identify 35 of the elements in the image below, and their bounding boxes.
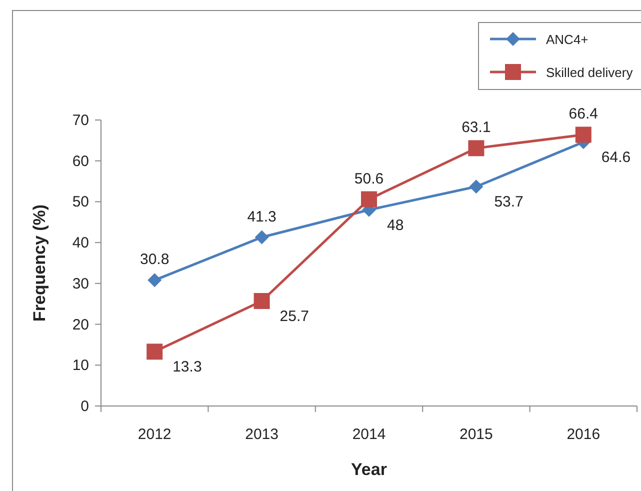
y-tick-label: 40 bbox=[72, 234, 89, 252]
point bbox=[469, 180, 484, 194]
point bbox=[148, 273, 162, 288]
x-tick-label: 2014 bbox=[352, 426, 386, 443]
point bbox=[468, 140, 484, 156]
y-tick-label: 70 bbox=[72, 112, 89, 129]
point bbox=[254, 230, 269, 244]
y-tick-label: 50 bbox=[72, 194, 89, 211]
x-axis-title: Year bbox=[351, 460, 388, 479]
data-label: 30.8 bbox=[140, 251, 170, 268]
legend-label: ANC4+ bbox=[546, 32, 588, 47]
x-tick-label: 2012 bbox=[138, 426, 172, 443]
data-label: 13.3 bbox=[172, 358, 202, 376]
point bbox=[254, 292, 270, 309]
data-label: 53.7 bbox=[494, 194, 524, 211]
point bbox=[575, 126, 592, 143]
x-tick-label: 2013 bbox=[245, 426, 278, 443]
y-tick-label: 10 bbox=[72, 357, 89, 374]
y-axis-title: Frequency (%) bbox=[30, 204, 49, 322]
data-label: 66.4 bbox=[568, 106, 598, 123]
y-tick-label: 20 bbox=[72, 316, 89, 334]
x-tick-label: 2016 bbox=[566, 426, 600, 443]
y-tick-label: 0 bbox=[80, 398, 89, 415]
data-label: 48 bbox=[387, 216, 404, 234]
data-label: 25.7 bbox=[280, 308, 310, 325]
point bbox=[361, 191, 377, 208]
data-label: 63.1 bbox=[462, 119, 491, 136]
data-label: 64.6 bbox=[601, 149, 631, 166]
data-label: 41.3 bbox=[247, 208, 276, 226]
point bbox=[146, 344, 163, 360]
legend-label: Skilled delivery bbox=[546, 65, 634, 80]
y-tick-label: 30 bbox=[72, 275, 89, 292]
y-tick-label: 60 bbox=[72, 152, 89, 170]
data-label: 50.6 bbox=[354, 170, 384, 188]
x-tick-label: 2015 bbox=[460, 426, 493, 443]
